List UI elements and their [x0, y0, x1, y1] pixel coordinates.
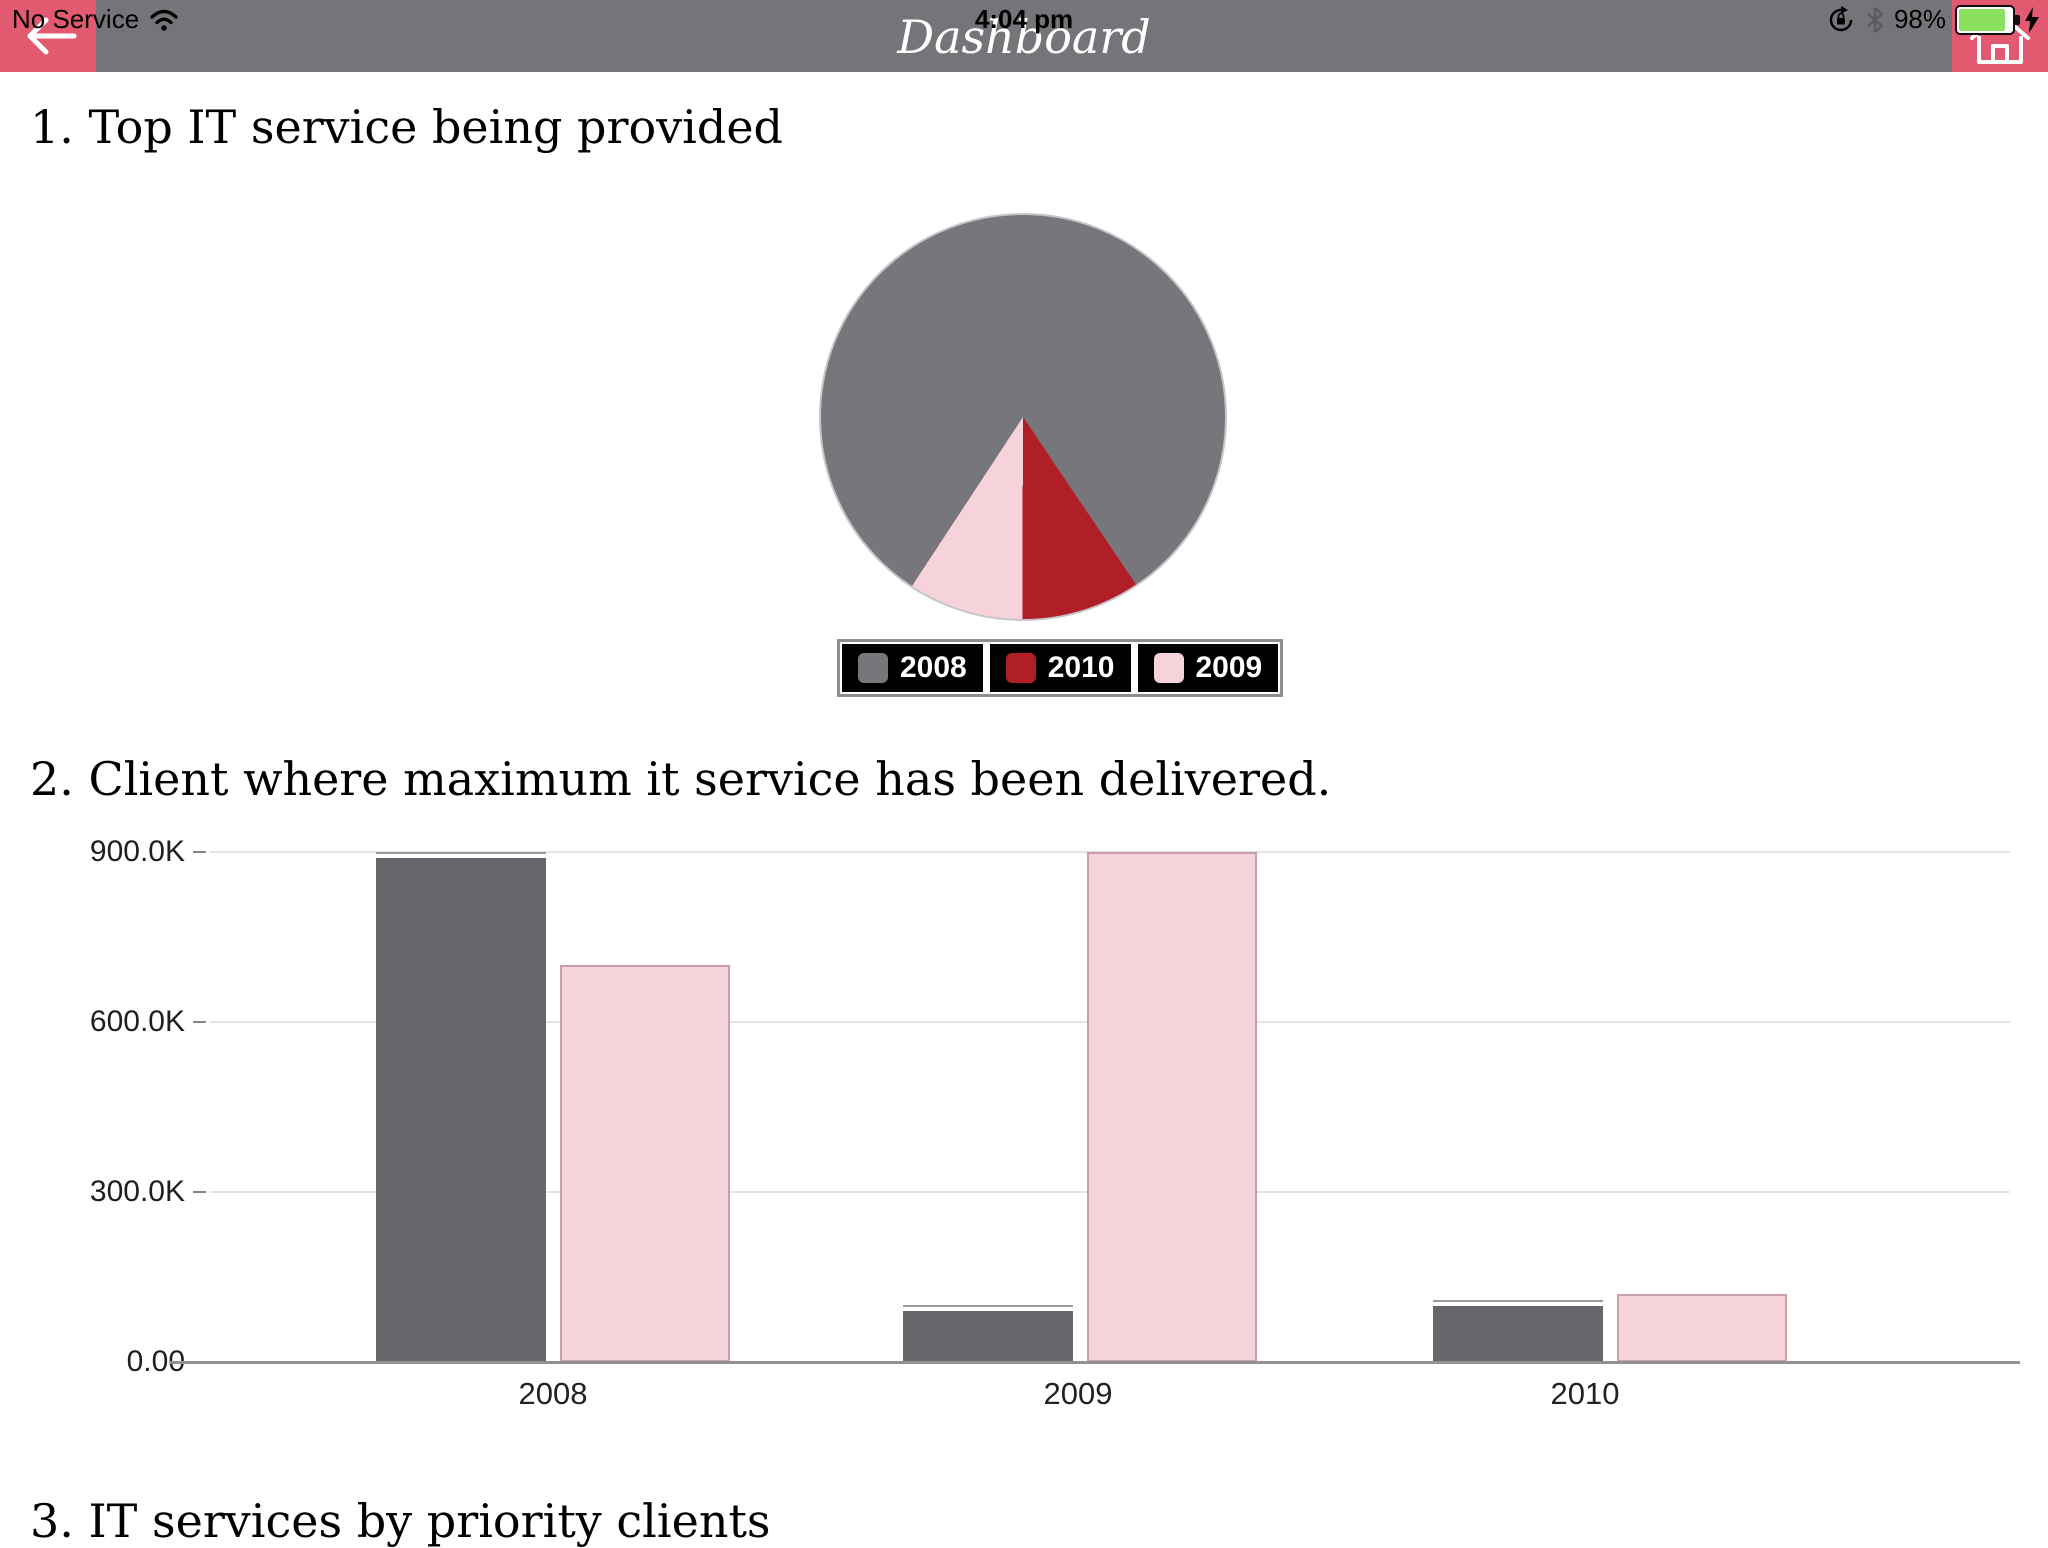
legend-swatch	[1153, 653, 1184, 683]
y-tick-label: 900.0K	[89, 835, 185, 868]
y-tick-mark	[193, 851, 206, 853]
bar-pink-2008[interactable]	[560, 965, 730, 1362]
status-bar: No Service 4:04 pm 98%	[0, 0, 2048, 36]
battery-icon	[1955, 4, 2020, 35]
section-2-title: 2. Client where maximum it service has b…	[30, 752, 1332, 806]
back-button[interactable]	[0, 0, 96, 72]
bar-pink-2009[interactable]	[1087, 852, 1257, 1362]
legend-swatch	[1005, 653, 1036, 683]
bar-gray-2010[interactable]	[1433, 1300, 1603, 1362]
legend-item-2008[interactable]: 2008	[840, 642, 985, 694]
bar-pink-2010[interactable]	[1617, 1294, 1787, 1362]
y-tick-label: 0.00	[126, 1345, 185, 1378]
bar-gray-2008[interactable]	[376, 852, 546, 1362]
battery-percent-label: 98%	[1893, 4, 1946, 34]
x-tick-label: 2010	[1550, 1376, 1620, 1411]
bluetooth-icon	[1865, 6, 1885, 34]
carrier-label: No Service	[12, 4, 140, 34]
x-axis-line	[170, 1361, 2020, 1364]
legend-label: 2008	[900, 651, 967, 684]
section-3-title: 3. IT services by priority clients	[30, 1494, 771, 1548]
legend-item-2010[interactable]: 2010	[987, 642, 1133, 694]
y-tick-label: 300.0K	[89, 1175, 185, 1208]
bar-gray-2009[interactable]	[903, 1305, 1073, 1362]
y-tick-mark	[193, 1021, 206, 1023]
y-tick-label: 600.0K	[89, 1005, 185, 1038]
legend-swatch	[858, 653, 888, 683]
wifi-icon	[149, 8, 179, 32]
y-tick-mark	[193, 1191, 206, 1193]
legend-label: 2009	[1195, 651, 1263, 684]
navigation-bar	[0, 0, 2048, 72]
section-1-title: 1. Top IT service being provided	[30, 100, 784, 154]
legend-label: 2010	[1047, 651, 1115, 684]
pie-chart[interactable]	[819, 213, 1227, 621]
x-tick-label: 2008	[518, 1376, 588, 1411]
x-tick-label: 2009	[1043, 1376, 1113, 1411]
pie-legend: 2008 2010 2009	[837, 639, 1284, 697]
rotation-lock-icon	[1826, 5, 1856, 35]
clock: 4:04 pm	[974, 4, 1074, 34]
legend-item-2009[interactable]: 2009	[1135, 642, 1281, 694]
back-arrow-icon	[18, 13, 78, 59]
charging-bolt-icon	[2024, 6, 2040, 33]
bar-chart[interactable]: 900.0K 600.0K 300.0K 0.00 2008 2009 2010	[0, 820, 2048, 1440]
